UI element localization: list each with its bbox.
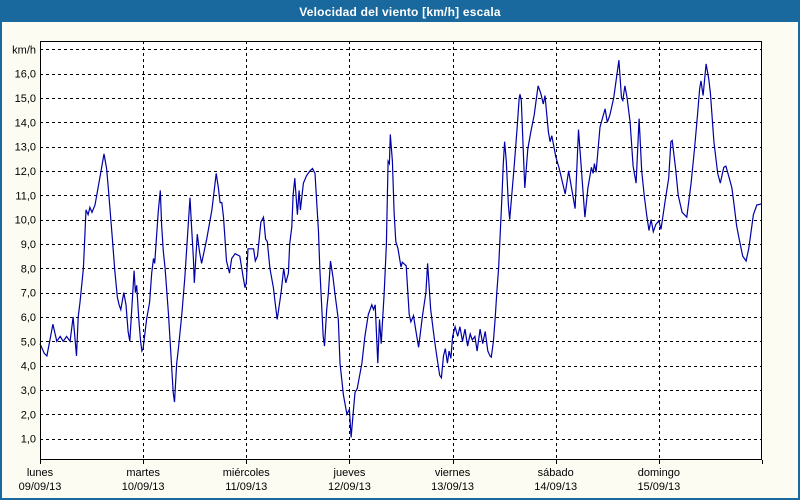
day-name-label: miércoles (223, 467, 271, 479)
day-name-label: lunes (27, 467, 54, 479)
y-tick-label: 11,0 (15, 190, 36, 202)
y-axis-labels: 1,0 2,0 3,0 4,0 5,0 6,0 7,0 8,0 9,0 10,0 11,0 12,0 1… (12, 44, 36, 445)
day-name-label: jueves (333, 467, 366, 479)
y-tick-label: 8,0 (21, 263, 36, 275)
chart-title: Velocidad del viento [km/h] escala (299, 5, 501, 19)
x-axis-ticks (40, 460, 763, 464)
y-tick-label: 13,0 (15, 142, 36, 154)
day-name-label: martes (126, 467, 160, 479)
day-date-label: 09/09/13 (19, 481, 62, 493)
v-gridlines (143, 41, 660, 460)
y-tick-label: 1,0 (21, 434, 36, 446)
y-tick-label: 15,0 (15, 93, 36, 105)
y-tick-label: 2,0 (21, 409, 36, 421)
y-tick-label: 3,0 (21, 385, 36, 397)
day-date-label: 12/09/13 (328, 481, 371, 493)
day-date-label: 10/09/13 (122, 481, 165, 493)
y-tick-label: 16,0 (15, 69, 36, 81)
chart-area: 1,0 2,0 3,0 4,0 5,0 6,0 7,0 8,0 9,0 10,0 11,0 12,0 1… (2, 22, 798, 498)
wind-speed-chart: 1,0 2,0 3,0 4,0 5,0 6,0 7,0 8,0 9,0 10,0 11,0 12,0 1… (12, 41, 763, 493)
wind-series-line (39, 60, 763, 438)
day-name-label: domingo (638, 467, 680, 479)
day-date-label: 13/09/13 (431, 481, 474, 493)
y-tick-label: 5,0 (21, 336, 36, 348)
day-date-label: 11/09/13 (225, 481, 267, 493)
plot-background (40, 41, 762, 460)
y-tick-label: 7,0 (21, 288, 36, 300)
y-tick-label: 4,0 (21, 361, 36, 373)
y-axis-unit-label: km/h (12, 44, 36, 56)
y-tick-label: 9,0 (21, 239, 36, 251)
day-name-label: viernes (435, 467, 471, 479)
day-name-label: sábado (538, 467, 574, 479)
day-date-label: 15/09/13 (637, 481, 680, 493)
title-bar: Velocidad del viento [km/h] escala (2, 2, 798, 22)
plot-border (40, 41, 762, 460)
x-axis-labels: lunes 09/09/13 martes 10/09/13 miércoles 11/0… (19, 467, 681, 493)
day-date-label: 14/09/13 (534, 481, 577, 493)
y-tick-label: 10,0 (15, 215, 36, 227)
y-tick-label: 6,0 (21, 312, 36, 324)
y-tick-label: 12,0 (15, 166, 36, 178)
y-tick-label: 14,0 (15, 117, 36, 129)
